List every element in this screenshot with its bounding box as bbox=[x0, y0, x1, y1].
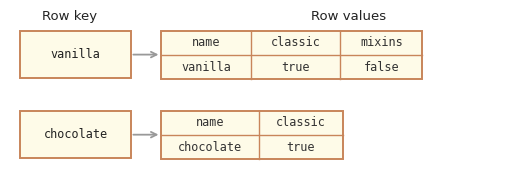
Text: name: name bbox=[196, 116, 224, 129]
Text: false: false bbox=[364, 61, 399, 74]
Text: true: true bbox=[287, 141, 315, 154]
Bar bbox=[20, 111, 131, 158]
Text: classic: classic bbox=[276, 116, 326, 129]
Text: name: name bbox=[192, 36, 220, 49]
Bar bbox=[161, 31, 422, 79]
Text: Row key: Row key bbox=[41, 10, 97, 23]
Text: classic: classic bbox=[271, 36, 321, 49]
Text: true: true bbox=[282, 61, 310, 74]
Text: chocolate: chocolate bbox=[44, 128, 108, 141]
Text: Row values: Row values bbox=[311, 10, 386, 23]
Text: vanilla: vanilla bbox=[181, 61, 231, 74]
Bar bbox=[161, 111, 343, 159]
Text: vanilla: vanilla bbox=[51, 48, 100, 61]
Bar bbox=[20, 31, 131, 78]
Text: mixins: mixins bbox=[360, 36, 403, 49]
Text: chocolate: chocolate bbox=[178, 141, 242, 154]
